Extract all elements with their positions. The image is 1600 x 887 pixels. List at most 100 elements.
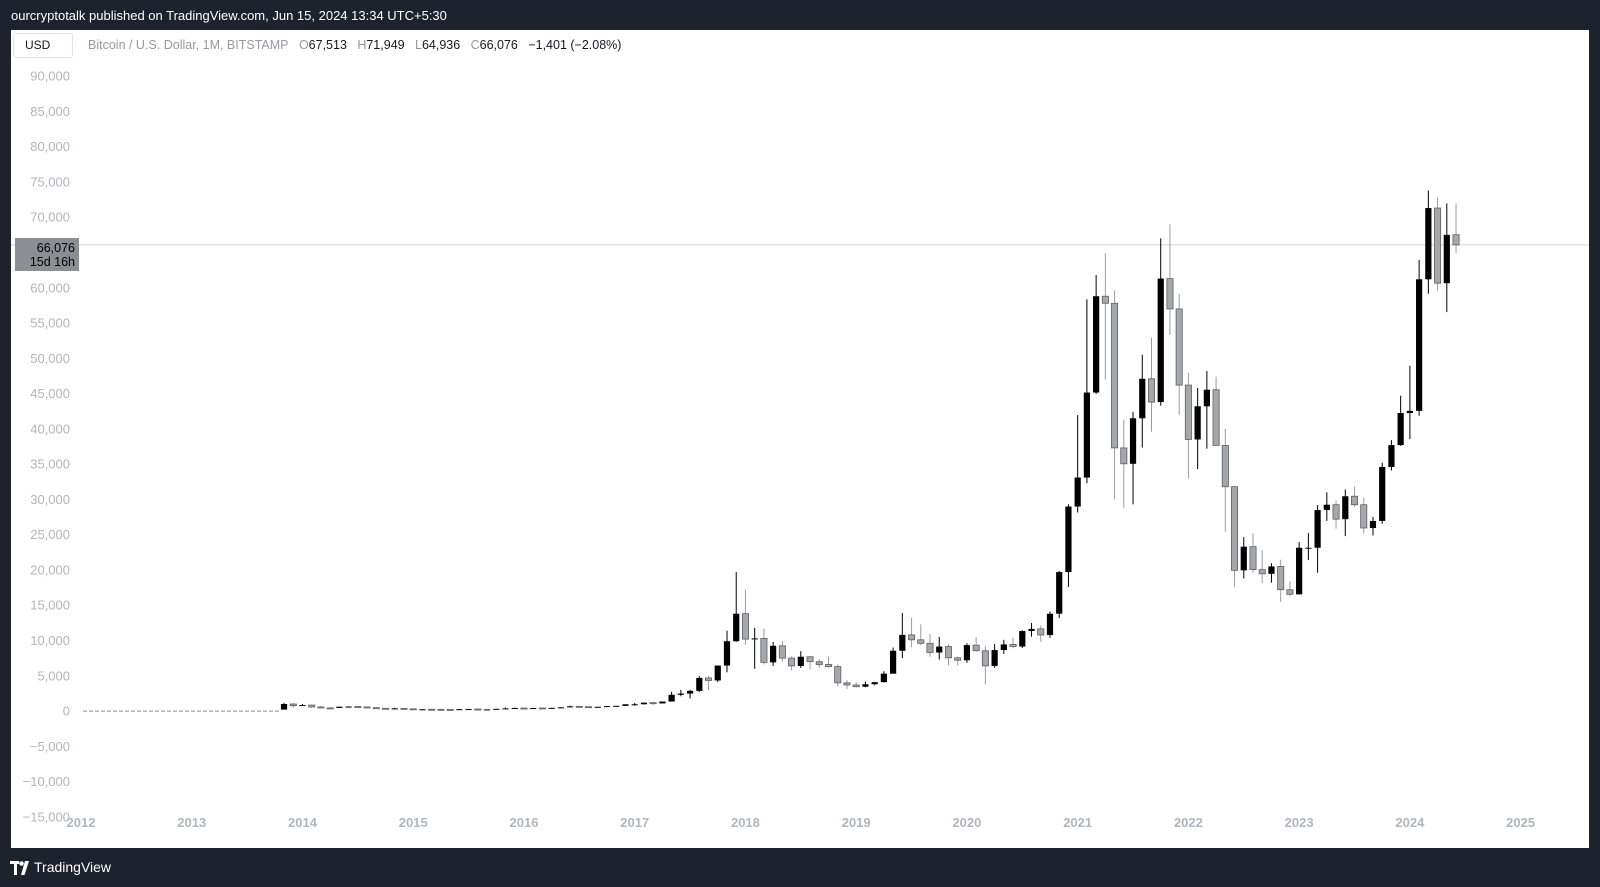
candle[interactable] xyxy=(363,706,371,709)
candle[interactable] xyxy=(917,624,925,646)
candle[interactable] xyxy=(1416,259,1423,416)
candle[interactable] xyxy=(603,705,611,708)
candle[interactable] xyxy=(437,708,445,711)
candle[interactable] xyxy=(575,705,583,708)
candle[interactable] xyxy=(1111,290,1119,500)
candle[interactable] xyxy=(899,612,906,659)
price-chart[interactable]: 90,000 85,000 80,000 75,000 70,000 60,000 55,0… xyxy=(11,30,1589,848)
candle[interactable] xyxy=(1037,625,1045,642)
candle[interactable] xyxy=(659,701,666,704)
candle[interactable] xyxy=(1139,354,1146,448)
candle[interactable] xyxy=(954,656,962,666)
candle[interactable] xyxy=(1305,532,1312,561)
candle[interactable] xyxy=(880,671,887,683)
candle[interactable] xyxy=(1056,571,1063,618)
candle[interactable] xyxy=(991,644,998,668)
candle[interactable] xyxy=(1221,428,1229,532)
candle[interactable] xyxy=(741,589,749,645)
candle[interactable] xyxy=(770,641,777,666)
candle[interactable] xyxy=(926,633,934,657)
candle[interactable] xyxy=(1296,542,1303,595)
candle[interactable] xyxy=(723,630,731,673)
candle[interactable] xyxy=(705,675,713,691)
candle[interactable] xyxy=(428,708,436,711)
candle[interactable] xyxy=(1249,533,1257,573)
candle[interactable] xyxy=(493,708,500,710)
candle[interactable] xyxy=(594,706,601,708)
candle[interactable] xyxy=(972,636,980,652)
candle[interactable] xyxy=(1406,365,1413,440)
candle[interactable] xyxy=(511,707,518,710)
candle[interactable] xyxy=(502,707,509,710)
candle[interactable] xyxy=(520,707,528,710)
candle[interactable] xyxy=(778,640,786,662)
candle[interactable] xyxy=(419,709,426,711)
candle[interactable] xyxy=(788,656,796,671)
candle[interactable] xyxy=(843,680,851,690)
candle[interactable] xyxy=(1231,486,1239,587)
candle[interactable] xyxy=(834,664,842,687)
candle[interactable] xyxy=(336,706,343,709)
candle[interactable] xyxy=(1268,563,1275,583)
candle[interactable] xyxy=(1147,337,1155,432)
candle[interactable] xyxy=(751,627,758,669)
candle[interactable] xyxy=(446,709,454,711)
candle[interactable] xyxy=(280,702,288,710)
candle[interactable] xyxy=(1434,197,1442,291)
candle[interactable] xyxy=(326,707,334,710)
candle[interactable] xyxy=(1101,253,1109,380)
candle[interactable] xyxy=(1175,294,1183,415)
candle[interactable] xyxy=(1240,537,1247,579)
candle[interactable] xyxy=(1157,238,1164,406)
candle[interactable] xyxy=(815,658,823,669)
candle[interactable] xyxy=(1166,224,1174,336)
candle[interactable] xyxy=(1286,581,1294,597)
candle[interactable] xyxy=(871,681,878,686)
candle[interactable] xyxy=(1332,500,1340,529)
candle[interactable] xyxy=(981,646,989,685)
candle[interactable] xyxy=(733,572,740,642)
candle[interactable] xyxy=(631,702,638,706)
candle[interactable] xyxy=(538,707,546,710)
candle[interactable] xyxy=(391,707,398,710)
candle[interactable] xyxy=(1019,630,1026,648)
candle[interactable] xyxy=(345,706,352,708)
candle[interactable] xyxy=(557,707,564,709)
candle[interactable] xyxy=(1369,517,1377,536)
candle[interactable] xyxy=(649,701,657,705)
candle[interactable] xyxy=(1184,372,1192,479)
candle[interactable] xyxy=(1074,415,1081,513)
candle[interactable] xyxy=(1083,299,1090,484)
candle[interactable] xyxy=(483,709,491,711)
candle[interactable] xyxy=(825,656,833,668)
candle[interactable] xyxy=(613,705,620,707)
candle[interactable] xyxy=(696,676,703,693)
candle[interactable] xyxy=(1323,492,1330,521)
candle[interactable] xyxy=(1360,497,1368,534)
candle[interactable] xyxy=(1388,440,1395,471)
candle[interactable] xyxy=(1379,462,1386,524)
candle[interactable] xyxy=(668,691,675,702)
candle[interactable] xyxy=(409,708,417,711)
candle[interactable] xyxy=(474,708,482,711)
candle[interactable] xyxy=(908,617,916,648)
candle[interactable] xyxy=(852,682,860,688)
candle[interactable] xyxy=(289,702,297,708)
candle[interactable] xyxy=(889,647,897,674)
candle[interactable] xyxy=(1129,411,1137,505)
candle[interactable] xyxy=(1258,550,1266,584)
candle[interactable] xyxy=(1443,203,1450,313)
candle[interactable] xyxy=(585,706,593,709)
candle[interactable] xyxy=(1351,486,1359,508)
candle[interactable] xyxy=(936,636,943,660)
candle[interactable] xyxy=(400,707,408,710)
candle[interactable] xyxy=(714,665,721,683)
candle[interactable] xyxy=(806,656,814,670)
candle[interactable] xyxy=(1000,639,1007,654)
candle[interactable] xyxy=(944,644,952,666)
candle[interactable] xyxy=(1046,611,1054,638)
candle[interactable] xyxy=(308,704,316,709)
candle[interactable] xyxy=(1425,190,1432,294)
candle[interactable] xyxy=(1314,505,1321,573)
y-axis[interactable]: 90,000 85,000 80,000 75,000 70,000 60,000 55,0… xyxy=(23,69,70,825)
